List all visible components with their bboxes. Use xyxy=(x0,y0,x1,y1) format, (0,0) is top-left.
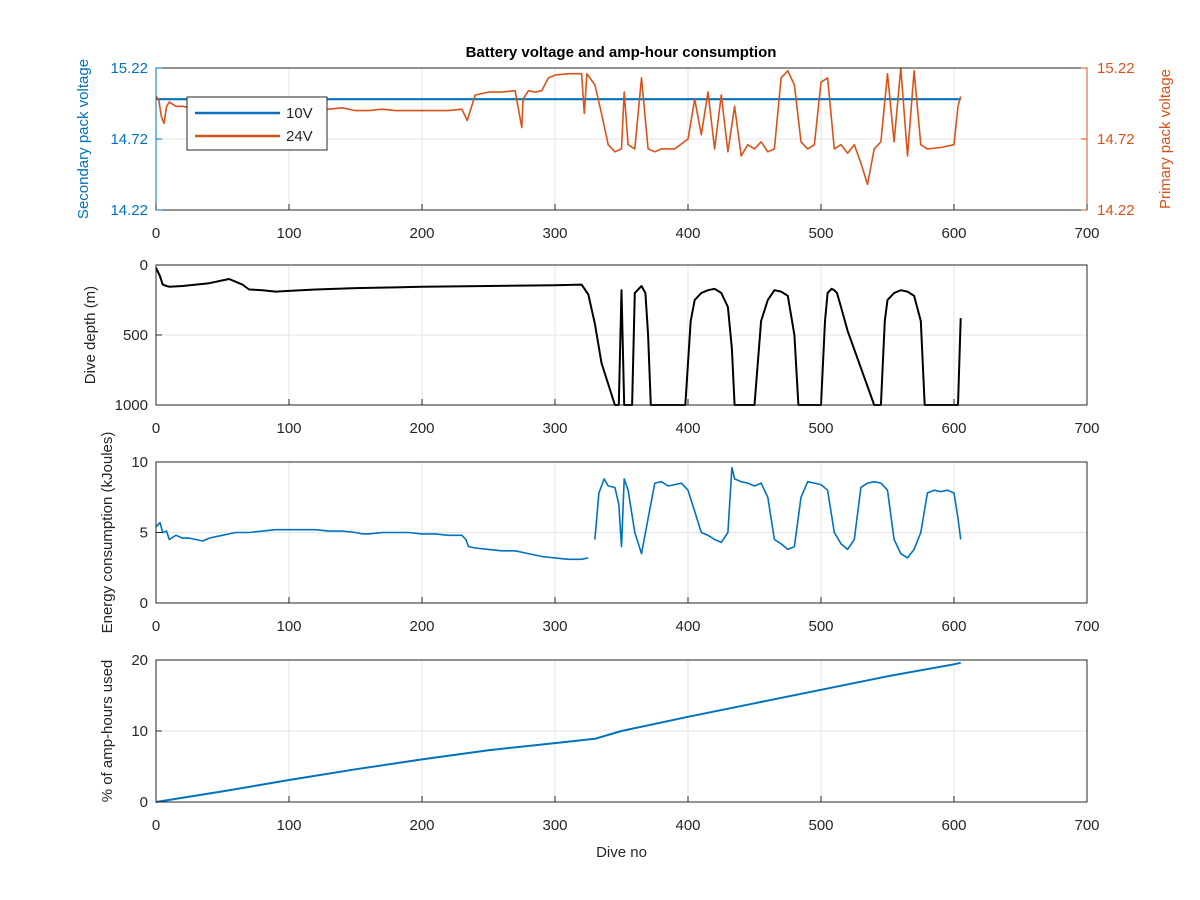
x-tick-label: 300 xyxy=(542,817,567,834)
x-tick-label: 400 xyxy=(675,420,700,437)
x-tick-label: 700 xyxy=(1074,420,1099,437)
figure-title: Battery voltage and amp-hour consumption xyxy=(466,44,777,61)
y-right-tick-label: 14.22 xyxy=(1097,202,1135,219)
x-tick-label: 400 xyxy=(675,225,700,242)
x-tick-label: 400 xyxy=(675,618,700,635)
x-tick-label: 300 xyxy=(542,225,567,242)
plots: 0 100 200 300 400 500 600 70014.2214.7215.2214.… xyxy=(75,59,1174,861)
x-tick-label: 100 xyxy=(276,618,301,635)
y-tick-label: 0 xyxy=(140,257,148,274)
y-right-axis-label: Primary pack voltage xyxy=(1157,69,1174,209)
y-axis-label: Energy consumption (kJoules) xyxy=(99,432,116,634)
x-tick-label: 600 xyxy=(941,420,966,437)
x-tick-label: 500 xyxy=(808,420,833,437)
y-tick-label: 500 xyxy=(123,327,148,344)
series-line-1 xyxy=(155,661,961,803)
x-tick-label: 700 xyxy=(1074,618,1099,635)
y-tick-label: 1000 xyxy=(115,397,148,414)
x-tick-label: 700 xyxy=(1074,817,1099,834)
x-tick-label: 600 xyxy=(941,225,966,242)
y-axis-label: Dive depth (m) xyxy=(82,286,99,384)
x-tick-label: 300 xyxy=(542,420,567,437)
legend-label: 10V xyxy=(286,105,313,122)
series-line-1 xyxy=(155,267,962,406)
subplot-1: 0 100 200 300 400 500 600 700 14.22 14.72 15.22 14.… xyxy=(75,59,1174,242)
series-line-2 xyxy=(594,466,962,559)
x-tick-label: 0 xyxy=(152,618,160,635)
x-tick-label: 100 xyxy=(276,817,301,834)
x-tick-label: 500 xyxy=(808,817,833,834)
x-tick-label: 600 xyxy=(941,817,966,834)
x-tick-label: 200 xyxy=(409,618,434,635)
x-tick-label: 200 xyxy=(409,420,434,437)
subplot-3: 0 100 200 300 400 500 600 700 0 5 10 Energy consump… xyxy=(99,432,1100,635)
y-right-tick-label: 14.72 xyxy=(1097,131,1135,148)
x-tick-label: 100 xyxy=(276,420,301,437)
y-tick-label: 14.72 xyxy=(110,131,148,148)
x-tick-label: 400 xyxy=(675,817,700,834)
x-tick-label: 700 xyxy=(1074,225,1099,242)
y-tick-label: 10 xyxy=(131,454,148,471)
y-axis-label: % of amp-hours used xyxy=(99,660,116,803)
y-tick-label: 0 xyxy=(140,595,148,612)
legend-label: 24V xyxy=(286,128,313,145)
y-right-tick-label: 15.22 xyxy=(1097,60,1135,77)
y-axis-label: Secondary pack voltage xyxy=(75,59,92,219)
x-tick-label: 0 xyxy=(152,817,160,834)
subplot-2: 0 100 200 300 400 500 600 700 0 500 1000 Dive depth… xyxy=(82,257,1100,437)
x-axis-label: Dive no xyxy=(596,844,647,861)
y-tick-label: 5 xyxy=(140,525,148,542)
y-tick-label: 0 xyxy=(140,794,148,811)
series-line-1 xyxy=(155,521,589,561)
x-tick-label: 600 xyxy=(941,618,966,635)
legend-box xyxy=(186,96,328,151)
x-tick-label: 200 xyxy=(409,225,434,242)
x-tick-label: 500 xyxy=(808,225,833,242)
y-tick-label: 15.22 xyxy=(110,60,148,77)
subplot-4: 0 100 200 300 400 500 600 700 0 10 20 % of amp-hour… xyxy=(99,652,1100,861)
x-tick-label: 0 xyxy=(152,225,160,242)
y-tick-label: 20 xyxy=(131,652,148,669)
y-tick-label: 10 xyxy=(131,723,148,740)
y-tick-label: 14.22 xyxy=(110,202,148,219)
x-tick-label: 300 xyxy=(542,618,567,635)
x-tick-label: 100 xyxy=(276,225,301,242)
x-tick-label: 0 xyxy=(152,420,160,437)
x-tick-label: 500 xyxy=(808,618,833,635)
x-tick-label: 200 xyxy=(409,817,434,834)
